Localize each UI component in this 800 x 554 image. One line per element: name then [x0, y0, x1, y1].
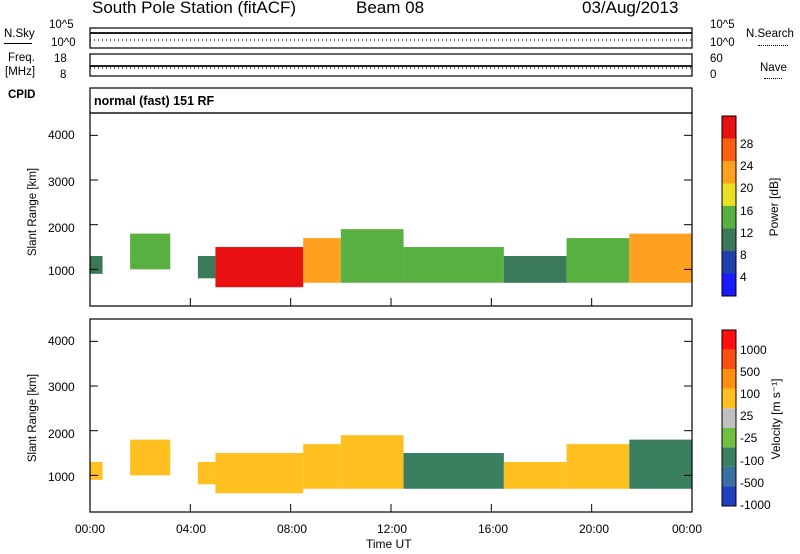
velocity-colorbar-swatch: [722, 330, 736, 350]
power-cbar-tick-8: 8: [740, 248, 747, 262]
nsearch-label: N.Search: [746, 28, 794, 40]
x-tick-2400: 00:00: [672, 522, 703, 536]
power-colorbar-swatch: [722, 138, 736, 161]
velocity-colorbar-swatch: [722, 486, 736, 506]
power-y-tick-1000: 1000: [48, 264, 75, 278]
power-colorbar-swatch: [722, 206, 736, 229]
freq-tick-low: 8: [60, 69, 67, 81]
x-tick-0000: 00:00: [75, 522, 106, 536]
velocity-cbar-tick-1000: 1000: [740, 343, 767, 357]
power-colorbar-swatch: [722, 116, 736, 139]
velocity-echo-region: [629, 439, 692, 489]
velocity-echo-region: [340, 435, 404, 489]
noise-tick-low-right: 10^0: [710, 37, 735, 49]
power-echo-region: [403, 247, 504, 283]
freq-units: [MHz]: [5, 66, 36, 78]
velocity-echo-region: [90, 461, 103, 480]
power-colorbar-swatch: [722, 228, 736, 251]
power-colorbar-swatch: [722, 183, 736, 206]
cpid-label: CPID: [8, 89, 36, 101]
velocity-cbar-tick-100: 100: [740, 387, 761, 401]
power-cbar-tick-28: 28: [740, 137, 754, 151]
nave-tick-low: 0: [710, 69, 717, 81]
velocity-cbar-tick-minus25: -25: [740, 431, 758, 445]
power-echo-region: [90, 255, 103, 274]
power-colorbar-swatch: [722, 161, 736, 184]
velocity-cbar-tick-minus1000: -1000: [740, 498, 771, 512]
nave-dotted-key: [764, 78, 782, 79]
power-echo-region: [303, 238, 341, 283]
velocity-echo-region: [403, 453, 504, 489]
velocity-cbar-tick-25: 25: [740, 409, 754, 423]
nsearch-dotted-key: [758, 45, 788, 46]
station-title: South Pole Station (fitACF): [92, 0, 297, 17]
nave-tick-high: 60: [710, 53, 723, 65]
freq-strip-frame: [89, 53, 693, 77]
power-echo-region: [215, 247, 304, 288]
velocity-echo-region: [303, 444, 341, 489]
velocity-echo-region: [566, 444, 630, 489]
x-tick-1200: 12:00: [377, 522, 408, 536]
x-tick-0800: 08:00: [277, 522, 308, 536]
velocity-echo-region: [130, 439, 171, 476]
power-colorbar-swatch: [722, 251, 736, 274]
date-title: 03/Aug/2013: [582, 0, 679, 17]
power-cbar-tick-16: 16: [740, 204, 754, 218]
power-colorbar-swatch: [722, 273, 736, 296]
noise-tick-high-right: 10^5: [710, 19, 735, 31]
power-echo-region: [566, 238, 630, 283]
velocity-y-tick-3000: 3000: [48, 380, 75, 394]
x-axis-label: Time UT: [366, 537, 412, 551]
nsky-underline: [4, 43, 32, 44]
velocity-cbar-tick-minus500: -500: [740, 476, 765, 490]
nave-label: Nave: [760, 62, 787, 74]
power-colorbar-frame: [721, 115, 737, 297]
velocity-colorbar-swatch: [722, 447, 736, 467]
x-tick-1600: 16:00: [478, 522, 509, 536]
velocity-colorbar-swatch: [722, 369, 736, 389]
freq-label: Freq.: [8, 52, 35, 64]
power-cbar-tick-20: 20: [740, 181, 754, 195]
cpid-text: normal (fast) 151 RF: [94, 94, 215, 108]
power-cbar-tick-4: 4: [740, 270, 747, 284]
power-y-tick-4000: 4000: [48, 128, 75, 142]
power-echo-region: [130, 233, 171, 270]
velocity-colorbar-swatch: [722, 349, 736, 370]
power-echo-region: [503, 255, 567, 283]
beam-title: Beam 08: [356, 0, 425, 17]
velocity-echo-region: [503, 461, 567, 489]
velocity-echo-region: [215, 453, 304, 494]
noise-tick-high: 10^5: [49, 19, 74, 31]
power-echo-region: [629, 233, 692, 283]
velocity-y-tick-1000: 1000: [48, 470, 75, 484]
noise-strip-frame: [89, 27, 693, 49]
power-y-tick-3000: 3000: [48, 175, 75, 189]
x-tick-2000: 20:00: [579, 522, 610, 536]
x-tick-0400: 04:00: [176, 522, 207, 536]
velocity-y-tick-2000: 2000: [48, 427, 75, 441]
velocity-colorbar-swatch: [722, 408, 736, 428]
velocity-cbar-tick-500: 500: [740, 365, 761, 379]
power-y-tick-2000: 2000: [48, 221, 75, 235]
velocity-echo-region: [197, 461, 216, 485]
velocity-colorbar-frame: [721, 329, 737, 507]
noise-tick-low: 10^0: [51, 37, 76, 49]
velocity-cbar-tick-minus100: -100: [740, 454, 765, 468]
velocity-colorbar-swatch: [722, 427, 736, 448]
power-echo-region: [340, 229, 404, 283]
cpid-strip-frame: [89, 87, 693, 114]
velocity-colorbar-swatch: [722, 388, 736, 409]
nsky-label: N.Sky: [4, 28, 35, 40]
power-cbar-tick-24: 24: [740, 159, 754, 173]
power-cbar-tick-12: 12: [740, 226, 754, 240]
freq-tick-high: 18: [54, 53, 67, 65]
power-echo-region: [197, 255, 216, 279]
velocity-colorbar-swatch: [722, 466, 736, 487]
velocity-y-tick-4000: 4000: [48, 334, 75, 348]
